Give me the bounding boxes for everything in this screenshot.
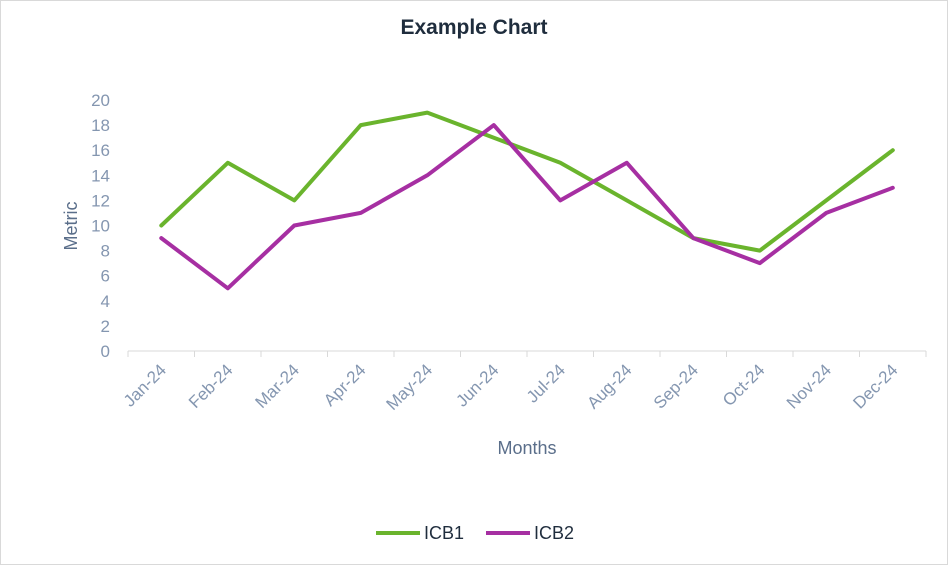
y-axis-ticks: 0 2 4 6 8 10 12 14 16 18 20 xyxy=(91,91,110,361)
y-tick-label: 10 xyxy=(91,217,110,236)
y-tick-label: 8 xyxy=(101,242,110,261)
x-tick-label: Jun-24 xyxy=(452,360,502,410)
x-tick-label: Sep-24 xyxy=(650,360,702,412)
y-tick-label: 12 xyxy=(91,191,110,210)
x-tick-label: Aug-24 xyxy=(583,360,635,412)
legend-label-icb2: ICB2 xyxy=(534,523,574,543)
y-tick-label: 4 xyxy=(101,292,110,311)
series-line-icb2 xyxy=(159,123,895,291)
x-axis-ticks: Jan-24 Feb-24 Mar-24 Apr-24 May-24 Jun-24 Jul-… xyxy=(120,360,902,414)
y-tick-label: 0 xyxy=(101,342,110,361)
x-axis xyxy=(127,350,927,357)
x-tick-label: Oct-24 xyxy=(719,360,769,410)
x-tick-label: Apr-24 xyxy=(320,360,370,410)
x-tick-label: May-24 xyxy=(383,360,437,414)
x-tick-label: Dec-24 xyxy=(849,360,901,412)
y-axis-label: Metric xyxy=(61,202,81,251)
x-tick-label: Feb-24 xyxy=(185,360,237,412)
x-axis-label: Months xyxy=(497,438,556,458)
y-tick-label: 18 xyxy=(91,116,110,135)
x-tick-label: Mar-24 xyxy=(252,360,304,412)
y-tick-label: 2 xyxy=(101,317,110,336)
legend: ICB1 ICB2 xyxy=(376,523,574,543)
series-line-icb1 xyxy=(159,110,895,253)
series-lines xyxy=(159,110,895,291)
x-tick-label: Nov-24 xyxy=(783,360,835,412)
x-tick-label: Jul-24 xyxy=(523,360,569,406)
y-tick-label: 14 xyxy=(91,166,110,185)
legend-label-icb1: ICB1 xyxy=(424,523,464,543)
x-tick-label: Jan-24 xyxy=(120,360,170,410)
y-tick-label: 16 xyxy=(91,141,110,160)
y-tick-label: 6 xyxy=(101,267,110,286)
chart-title: Example Chart xyxy=(400,16,548,39)
y-tick-label: 20 xyxy=(91,91,110,110)
